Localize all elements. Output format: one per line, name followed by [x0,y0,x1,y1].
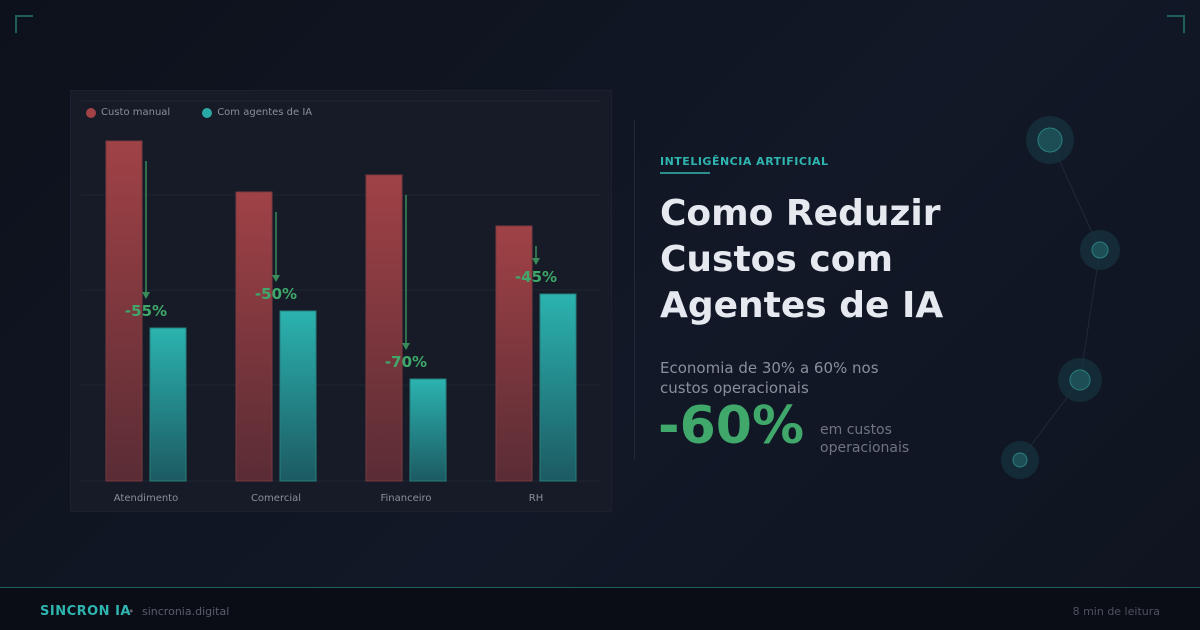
legend-dot-ai [202,107,213,118]
footer-divider [0,587,1200,588]
network-node-3-core [1069,369,1091,391]
bar-manual-cost [365,174,403,482]
footer: SINCRON IA • sincronia.digital 8 min de … [0,588,1200,630]
network-node-4-core [1012,452,1028,468]
title-line-1: Como Reduzir [660,193,941,234]
page-title: Como Reduzir Custos com Agentes de IA [660,191,1020,329]
cost-reduction-bar-chart: -55% Atendimento -50% Comercial -70% Financei… [81,100,601,504]
category-tag: INTELIGÊNCIA ARTIFICIAL [660,155,829,168]
reduction-arrowhead [272,275,280,282]
legend-label-manual: Custo manual [101,107,171,118]
category-label: Financeiro [380,493,431,504]
read-time: 8 min de leitura [1072,605,1160,618]
legend-dot-manual [86,107,96,118]
reduction-arrowhead [532,258,540,265]
reduction-label: -70% [385,353,427,371]
divider-line [634,120,635,460]
bar-ai-cost [279,310,317,482]
legend-item-ai: Com agentes de IA [202,107,312,118]
corner-bracket-top-left [15,15,33,33]
footer-separator: • [128,605,135,618]
site-url[interactable]: sincronia.digital [142,605,230,618]
corner-bracket-top-right [1167,15,1185,33]
legend-label-ai: Com agentes de IA [217,107,313,118]
category-label: RH [529,493,543,504]
category-label: Comercial [251,493,301,504]
bar-manual-cost [235,191,273,482]
highlight-stat-label: em custos operacionais [820,422,910,456]
bar-manual-cost [495,225,533,482]
bar-ai-cost [409,378,447,482]
network-node-1-core [1037,127,1063,153]
title-line-3: Agentes de IA [660,285,944,326]
reduction-arrowhead [402,343,410,350]
network-nodes-decoration [1001,116,1120,479]
bar-manual-cost [105,140,143,482]
legend-item-manual: Custo manual [86,107,170,118]
category-label: Atendimento [114,493,178,504]
subtitle: Economia de 30% a 60% nos custos operaci… [660,359,879,397]
reduction-label: -45% [515,268,557,286]
bar-ai-cost [539,293,577,482]
category-underline [660,172,710,174]
reduction-label: -50% [255,285,297,303]
title-line-2: Custos com [660,239,893,280]
chart-panel: -55% Atendimento -50% Comercial -70% Financei… [70,90,612,512]
reduction-arrowhead [142,292,150,299]
chart-legend: Custo manual Com agentes de IA [86,107,312,118]
brand-name[interactable]: SINCRON IA [40,604,131,619]
bar-ai-cost [149,327,187,482]
reduction-label: -55% [125,302,167,320]
highlight-stat-value: -60% [658,396,805,456]
network-node-2-core [1091,241,1109,259]
